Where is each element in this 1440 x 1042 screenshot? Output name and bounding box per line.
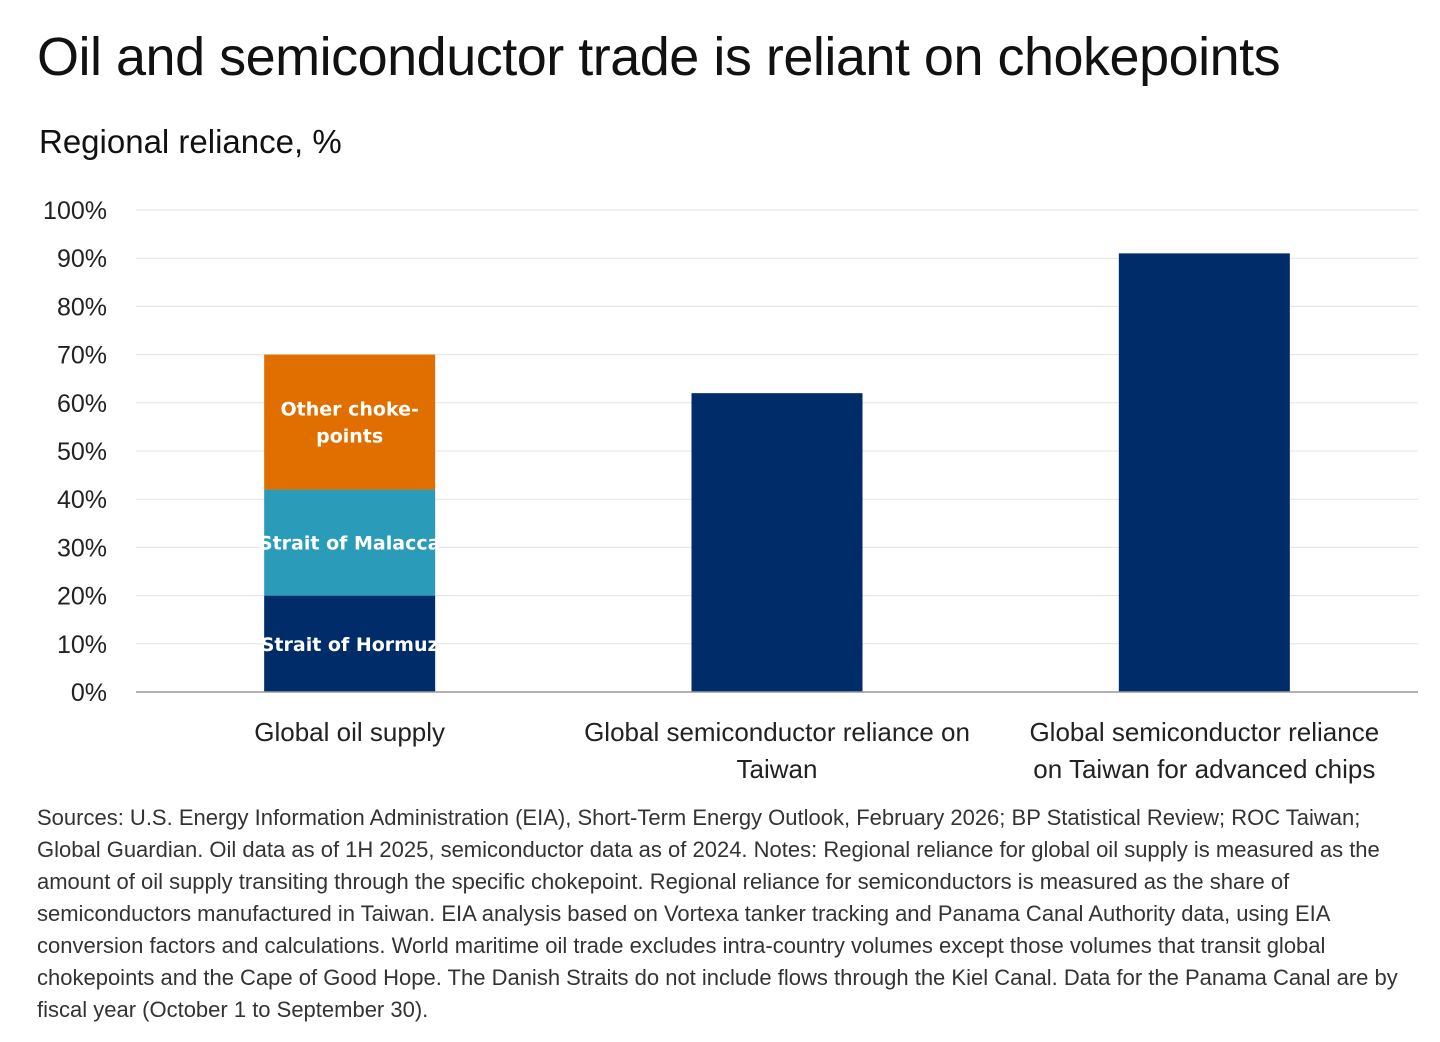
bar-segment [264,595,436,692]
segment-label: points [316,426,383,448]
x-tick-label: Taiwan [737,754,818,784]
bar-segment [1118,253,1290,692]
y-tick-label: 90% [57,245,107,273]
x-tick-label: Global semiconductor reliance [1029,717,1379,747]
sources-notes: Sources: U.S. Energy Information Adminis… [37,805,1398,1022]
bar-segment [264,354,436,490]
y-tick-label: 30% [57,534,107,562]
y-tick-label: 60% [57,390,107,418]
segment-labels: Strait of Hormuz Strait of Malacca Other c… [259,399,441,656]
segment-label: Other choke- [280,399,418,421]
y-axis-ticks: 0% 10% 20% 30% 40% 50% 60% 70% 80% 90% 100% [43,197,107,707]
y-tick-label: 20% [57,583,107,611]
x-tick-label: on Taiwan for advanced chips [1033,754,1375,784]
x-tick-label: Global oil supply [254,717,445,747]
x-axis-labels: Global oil supply Global semiconductor re… [254,717,1379,784]
segment-label: Strait of Hormuz [261,634,439,656]
bar-segment [264,489,436,596]
y-tick-label: 100% [43,197,107,225]
page-title: Oil and semiconductor trade is reliant o… [37,27,1281,87]
y-tick-label: 70% [57,342,107,370]
segment-label: Strait of Malacca [259,533,441,555]
y-tick-label: 50% [57,438,107,466]
bars [264,253,1290,692]
bar-chart: 0% 10% 20% 30% 40% 50% 60% 70% 80% 90% 100% Strait… [43,197,1418,784]
chart-subtitle: Regional reliance, % [39,123,342,160]
y-tick-label: 40% [57,486,107,514]
x-tick-label: Global semiconductor reliance on [584,717,970,747]
y-tick-label: 80% [57,293,107,321]
y-tick-label: 0% [71,679,107,707]
bar-segment [691,393,863,692]
y-tick-label: 10% [57,631,107,659]
